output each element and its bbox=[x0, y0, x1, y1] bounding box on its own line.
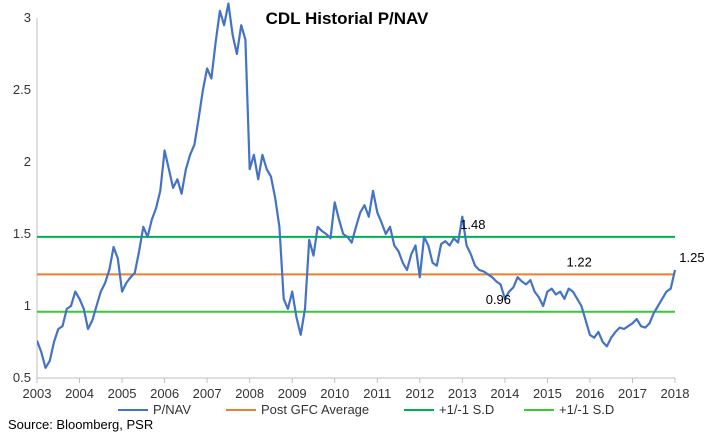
annotations: 1.48 1.22 0.96 1.25 bbox=[460, 217, 704, 307]
x-tick-label: 2007 bbox=[193, 386, 222, 401]
x-tick-label: 2004 bbox=[65, 386, 94, 401]
axes: 0.5 1 1.5 2 2.5 3 2003 2004 2005 2006 2007 2008 2009… bbox=[13, 10, 690, 401]
legend-label-pnav: P/NAV bbox=[153, 402, 191, 417]
legend-label-average: Post GFC Average bbox=[261, 402, 369, 417]
x-tick-label: 2005 bbox=[108, 386, 137, 401]
x-tick-label: 2010 bbox=[320, 386, 349, 401]
y-tick-label: 1 bbox=[24, 298, 31, 313]
x-tick-label: 2018 bbox=[661, 386, 690, 401]
x-tick-label: 2016 bbox=[575, 386, 604, 401]
x-tick-label: 2014 bbox=[490, 386, 519, 401]
series-lines bbox=[37, 2, 677, 369]
legend-label-sd_upper: +1/-1 S.D bbox=[439, 402, 494, 417]
chart-title: CDL Historial P/NAV bbox=[266, 9, 429, 28]
x-tick-label: 2009 bbox=[278, 386, 307, 401]
legend: P/NAV Post GFC Average +1/-1 S.D +1/-1 S.D bbox=[118, 402, 614, 417]
x-tick-label: 2006 bbox=[150, 386, 179, 401]
annotation-label: 1.25 bbox=[679, 250, 704, 265]
y-tick-label: 3 bbox=[24, 10, 31, 25]
x-tick-label: 2015 bbox=[533, 386, 562, 401]
y-tick-label: 2.5 bbox=[13, 82, 31, 97]
x-tick-label: 2003 bbox=[23, 386, 52, 401]
x-tick-label: 2013 bbox=[448, 386, 477, 401]
y-tick-label: 0.5 bbox=[13, 370, 31, 385]
x-tick-label: 2017 bbox=[618, 386, 647, 401]
y-tick-label: 2 bbox=[24, 154, 31, 169]
annotation-label: 1.22 bbox=[567, 254, 592, 269]
x-tick-label: 2008 bbox=[235, 386, 264, 401]
source-note: Source: Bloomberg, PSR bbox=[8, 417, 154, 432]
annotation-label: 0.96 bbox=[486, 292, 511, 307]
reference-lines bbox=[37, 235, 675, 313]
x-tick-label: 2012 bbox=[405, 386, 434, 401]
annotation-label: 1.48 bbox=[460, 217, 485, 232]
y-tick-label: 1.5 bbox=[13, 226, 31, 241]
series-line-pnav bbox=[37, 2, 677, 369]
x-tick-label: 2011 bbox=[363, 386, 391, 401]
legend-label-sd_lower: +1/-1 S.D bbox=[559, 402, 614, 417]
